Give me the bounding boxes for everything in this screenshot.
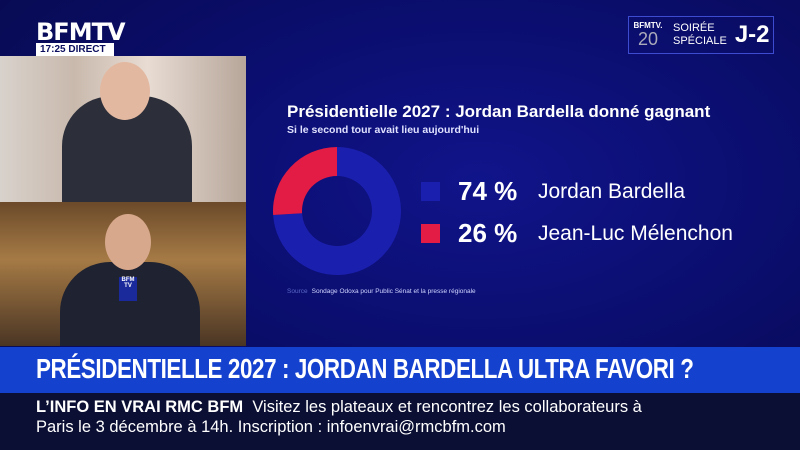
chart-title: Présidentielle 2027 : Jordan Bardella do… [287, 102, 711, 121]
chart-source: Source Sondage Odoxa pour Public Sénat et… [287, 288, 476, 295]
chart-subtitle: Si le second tour avait lieu aujourd'hui [287, 124, 480, 136]
clock-live: 17:25 DIRECT [36, 43, 114, 56]
legend-swatch [421, 224, 440, 243]
live-label: DIRECT [68, 44, 106, 55]
ticker-line2: Paris le 3 décembre à 14h. Inscription :… [36, 418, 506, 436]
reporter-video [0, 202, 246, 346]
donut-chart [273, 147, 401, 275]
legend-name: Jordan Bardella [538, 179, 686, 203]
legend-item-melenchon: 26 % Jean-Luc Mélenchon [421, 218, 733, 249]
reporter-head [105, 214, 151, 270]
ticker-brand: L’INFO EN VRAI RMC BFM [36, 398, 244, 416]
reporter-body [60, 262, 200, 346]
headline: PRÉSIDENTIELLE 2027 : JORDAN BARDELLA UL… [36, 353, 694, 384]
badge-anniv: 20 [637, 29, 659, 49]
donut-slice-0 [273, 147, 401, 275]
time: 17:25 [40, 44, 66, 55]
badge-line2: SPÉCIALE [673, 35, 727, 47]
badge-line1: SOIRÉE [673, 22, 715, 34]
legend-item-bardella: 74 % Jordan Bardella [421, 176, 685, 207]
anniversary-logo: BFMTV. 20 [629, 21, 667, 49]
donut-slice-1 [273, 147, 337, 216]
microphone: BFM TV [119, 277, 137, 301]
guest-head [100, 62, 150, 120]
ticker-text1: Visitez les plateaux et rencontrez les c… [252, 398, 642, 416]
source-text: Sondage Odoxa pour Public Sénat et la pr… [311, 288, 476, 295]
legend-name: Jean-Luc Mélenchon [538, 221, 733, 245]
badge-logo: BFMTV. [633, 21, 663, 30]
news-ticker: L’INFO EN VRAI RMC BFM Visitez les plate… [0, 393, 800, 450]
ticker-line1: L’INFO EN VRAI RMC BFM Visitez les plate… [36, 398, 642, 417]
special-evening-badge: BFMTV. 20 SOIRÉE SPÉCIALE J-2 [628, 16, 774, 54]
studio-video [0, 56, 246, 202]
headline-banner: PRÉSIDENTIELLE 2027 : JORDAN BARDELLA UL… [0, 347, 800, 393]
legend-value: 26 % [458, 218, 518, 248]
legend-swatch [421, 182, 440, 201]
legend-value: 74 % [458, 176, 518, 206]
channel-logo: BFMTV [36, 18, 126, 46]
badge-text: SOIRÉE SPÉCIALE [673, 22, 727, 48]
source-label: Source [287, 288, 308, 295]
countdown: J-2 [734, 21, 770, 48]
